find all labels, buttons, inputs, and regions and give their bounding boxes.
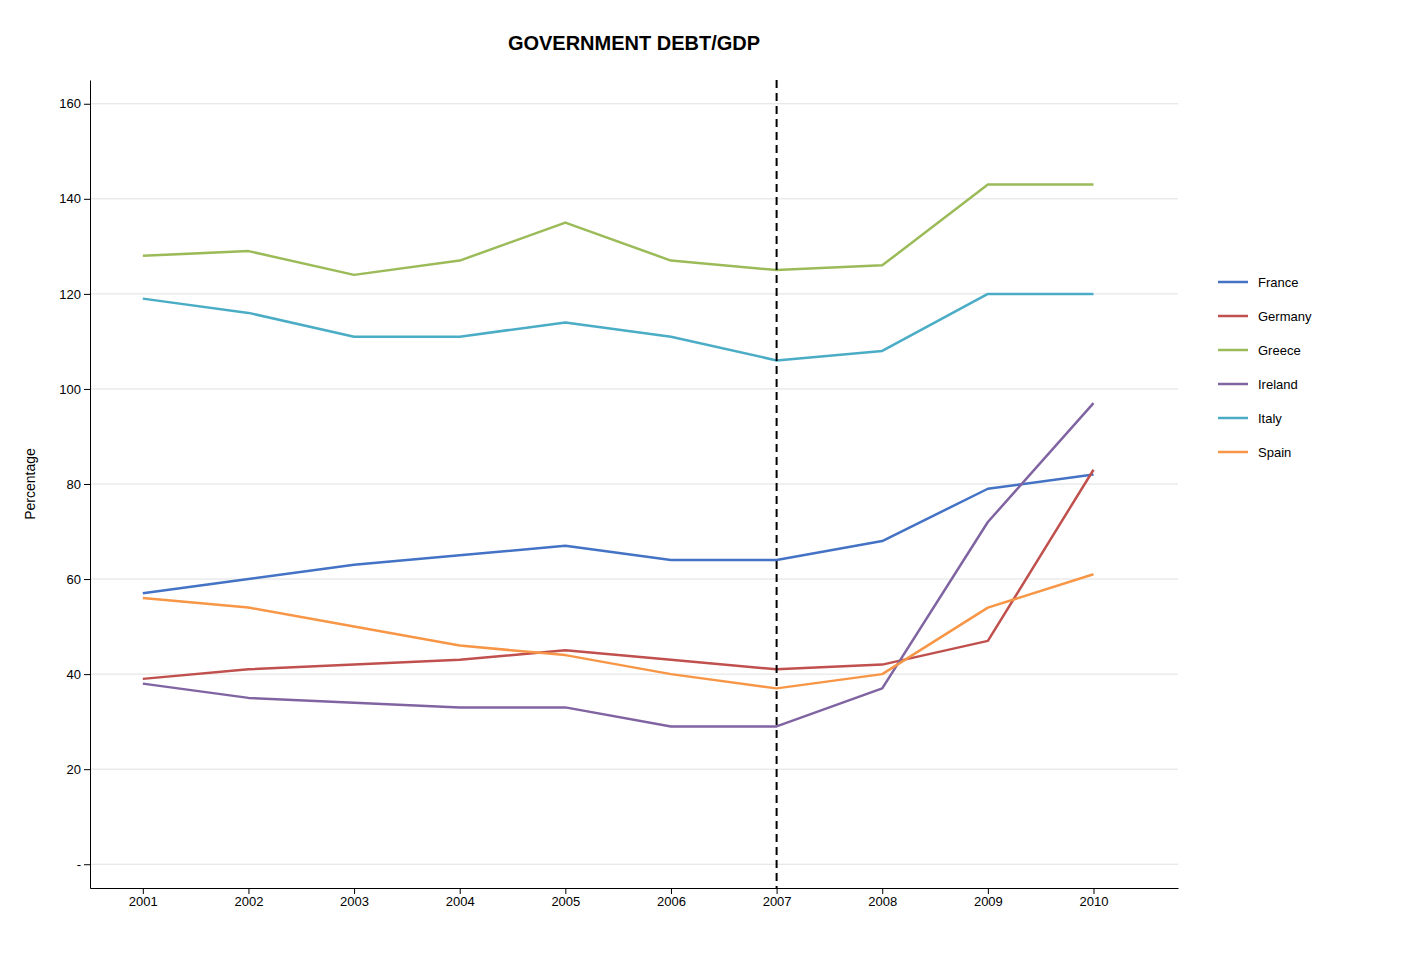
legend-item: Spain <box>1218 445 1291 460</box>
plot: 2001200220032004200520062007200820092010… <box>59 80 1178 909</box>
x-tick-mark <box>988 888 989 894</box>
y-tick: 20 <box>67 762 90 777</box>
y-tick: 80 <box>67 477 90 492</box>
grid <box>90 104 1178 864</box>
title: GOVERNMENT DEBT/GDP <box>508 32 760 54</box>
x-tick-label: 2007 <box>763 894 792 909</box>
y-tick-mark <box>84 389 90 390</box>
legend-swatch <box>1218 349 1248 352</box>
y-tick-label: 40 <box>67 667 81 682</box>
x-tick-label: 2005 <box>551 894 580 909</box>
series-line <box>143 474 1094 593</box>
y-tick-mark <box>84 294 90 295</box>
x-tick: 2008 <box>868 888 897 909</box>
series-line <box>143 185 1094 275</box>
y-tick-label: 20 <box>67 762 81 777</box>
legend-item: Germany <box>1218 309 1312 324</box>
y-tick-mark <box>84 484 90 485</box>
x-tick: 2009 <box>974 888 1003 909</box>
x-axis: 2001 2002 2003 2004 2005 2006 2007 2008 2009 2010 <box>91 888 1179 909</box>
legend-label: France <box>1258 275 1298 290</box>
x-tick-mark <box>1093 888 1094 894</box>
y-tick-label: 160 <box>59 96 81 111</box>
x-tick-mark <box>882 888 883 894</box>
x-tick-label: 2006 <box>657 894 686 909</box>
series-line <box>143 574 1094 688</box>
grid-line <box>90 388 1178 389</box>
legend-label: Greece <box>1258 343 1301 358</box>
y-axis-line <box>90 81 91 889</box>
x-tick-mark <box>248 888 249 894</box>
grid-line <box>90 769 1178 770</box>
legend-item: Ireland <box>1218 377 1298 392</box>
y-axis: - 20 40 60 80 100 120 140 160 <box>59 81 90 889</box>
series-line <box>143 403 1094 726</box>
x-tick-label: 2010 <box>1080 894 1109 909</box>
x-tick-mark <box>143 888 144 894</box>
x-tick: 2002 <box>234 888 263 909</box>
chart: 2001200220032004200520062007200820092010… <box>0 0 1408 958</box>
grid-line <box>90 198 1178 199</box>
x-tick-label: 2004 <box>446 894 475 909</box>
y-tick-mark <box>84 674 90 675</box>
legend-label: Ireland <box>1258 377 1298 392</box>
y-tick-mark <box>84 769 90 770</box>
legend-swatch <box>1218 417 1248 420</box>
y-tick: 60 <box>67 572 90 587</box>
y-tick: - <box>77 857 90 872</box>
y-tick: 140 <box>59 191 90 206</box>
x-tick: 2004 <box>446 888 475 909</box>
legend-item: Greece <box>1218 343 1301 358</box>
legend-swatch <box>1218 383 1248 386</box>
x-tick: 2007 <box>763 888 792 909</box>
x-tick-label: 2002 <box>234 894 263 909</box>
legend-item: Italy <box>1218 411 1282 426</box>
y-tick-label: 80 <box>67 477 81 492</box>
legend: France Germany Greece Ireland Italy Spain <box>1218 275 1312 460</box>
x-tick-label: 2003 <box>340 894 369 909</box>
legend-label: Italy <box>1258 411 1282 426</box>
y-tick: 160 <box>59 96 90 111</box>
legend-swatch <box>1218 451 1248 454</box>
x-tick-mark <box>565 888 566 894</box>
y-tick-label: 60 <box>67 572 81 587</box>
legend-item: France <box>1218 275 1298 290</box>
y-axis-title: Percentage <box>22 448 38 520</box>
y-tick-mark <box>84 104 90 105</box>
legend-swatch <box>1218 315 1248 318</box>
marks <box>143 80 1094 888</box>
x-tick-label: 2001 <box>129 894 158 909</box>
series-line <box>143 294 1094 361</box>
grid-line <box>90 674 1178 675</box>
x-tick: 2010 <box>1080 888 1109 909</box>
x-tick: 2003 <box>340 888 369 909</box>
y-tick-label: 100 <box>59 382 81 397</box>
legend-label: Germany <box>1258 309 1312 324</box>
reference-line <box>776 80 778 888</box>
y-tick-label: - <box>77 857 81 872</box>
x-tick-mark <box>777 888 778 894</box>
x-tick-label: 2008 <box>868 894 897 909</box>
legend-label: Spain <box>1258 445 1291 460</box>
y-tick: 100 <box>59 382 90 397</box>
y-tick-mark <box>84 199 90 200</box>
y-tick-label: 120 <box>59 287 81 302</box>
x-tick: 2001 <box>129 888 158 909</box>
x-tick: 2006 <box>657 888 686 909</box>
series-line <box>143 470 1094 679</box>
x-tick-mark <box>671 888 672 894</box>
y-tick: 120 <box>59 287 90 302</box>
x-tick-label: 2009 <box>974 894 1003 909</box>
x-axis-line <box>91 888 1179 889</box>
x-tick-mark <box>354 888 355 894</box>
grid-line <box>90 103 1178 104</box>
y-tick-label: 140 <box>59 191 81 206</box>
y-tick-mark <box>84 579 90 580</box>
x-tick: 2005 <box>551 888 580 909</box>
x-tick-mark <box>460 888 461 894</box>
y-tick: 40 <box>67 667 90 682</box>
y-tick-mark <box>84 864 90 865</box>
grid-line <box>90 864 1178 865</box>
legend-swatch <box>1218 281 1248 284</box>
